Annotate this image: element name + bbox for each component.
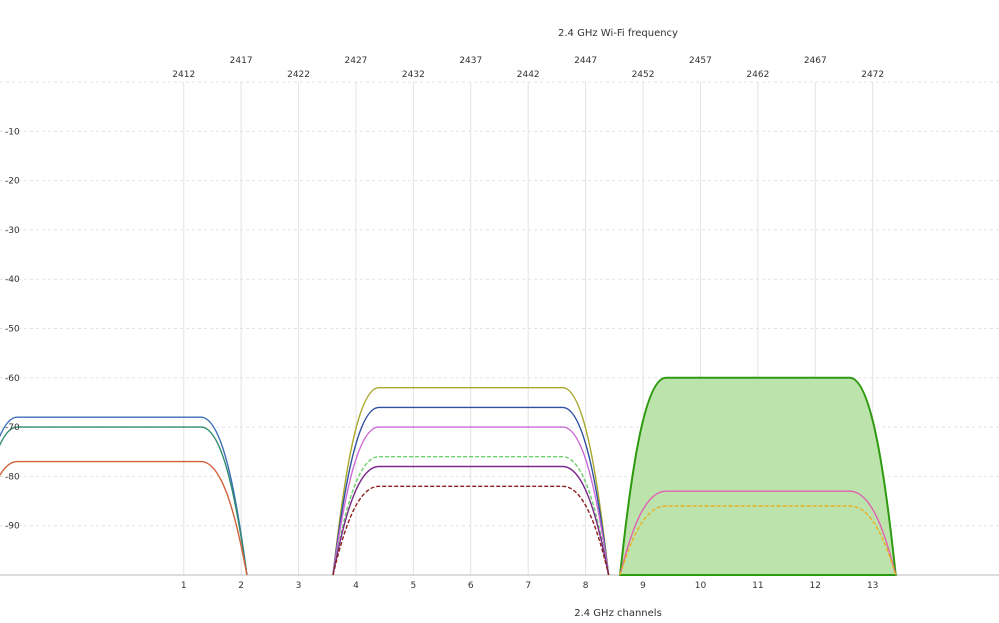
channel-tick-label: 6	[468, 581, 474, 591]
frequency-tick-label: 2457	[689, 56, 712, 66]
channel-tick-label: 12	[810, 581, 821, 591]
frequency-tick-label: 2417	[230, 56, 253, 66]
y-tick-label: -90	[5, 522, 20, 532]
signal-curve-filled	[618, 376, 897, 576]
frequency-tick-label: 2472	[861, 70, 884, 80]
signal-curve	[619, 490, 897, 576]
channel-tick-label: 8	[583, 581, 589, 591]
signal-curve	[332, 426, 610, 576]
y-tick-label: -30	[5, 226, 20, 236]
frequency-tick-label: 2437	[459, 56, 482, 66]
channel-tick-label: 1	[181, 581, 187, 591]
frequency-tick-label: 2452	[632, 70, 655, 80]
y-tick-label: -50	[5, 325, 20, 335]
y-tick-label: -10	[5, 127, 20, 137]
series-curves	[0, 376, 897, 576]
frequency-tick-label: 2467	[804, 56, 827, 66]
y-tick-label: -80	[5, 472, 20, 482]
channel-tick-label: 2	[238, 581, 244, 591]
signal-curve	[332, 485, 610, 576]
x-axis-label: 2.4 GHz channels	[574, 608, 662, 619]
signal-curve	[332, 456, 610, 576]
channel-tick-label: 5	[411, 581, 417, 591]
signal-curve	[332, 465, 610, 576]
signal-curve	[0, 426, 248, 576]
y-tick-label: -20	[5, 177, 20, 187]
frequency-tick-label: 2462	[746, 70, 769, 80]
signal-curve	[0, 460, 248, 576]
frequency-tick-label: 2447	[574, 56, 597, 66]
frequency-tick-label: 2427	[345, 56, 368, 66]
channel-tick-label: 11	[752, 581, 763, 591]
frequency-tick-label: 2422	[287, 70, 310, 80]
y-tick-label: -40	[5, 275, 20, 285]
frequency-tick-label: 2432	[402, 70, 425, 80]
channel-tick-label: 13	[867, 581, 878, 591]
y-tick-label: -70	[5, 423, 20, 433]
channel-tick-label: 10	[695, 581, 707, 591]
channel-tick-label: 3	[296, 581, 302, 591]
chart-title: 2.4 GHz Wi-Fi frequency	[558, 28, 678, 39]
channel-tick-label: 4	[353, 581, 359, 591]
signal-curve	[0, 416, 248, 576]
frequency-tick-label: 2412	[172, 70, 195, 80]
signal-curve	[332, 387, 610, 576]
y-tick-label: -60	[5, 374, 20, 384]
channel-tick-label: 9	[640, 581, 646, 591]
signal-curve	[332, 406, 610, 576]
axis-ticks: -10 -20 -30 -40 -50 -60 -70 -80 -90 1 2412 2 2417 3 24…	[5, 56, 884, 591]
frequency-tick-label: 2442	[517, 70, 540, 80]
channel-tick-label: 7	[525, 581, 531, 591]
